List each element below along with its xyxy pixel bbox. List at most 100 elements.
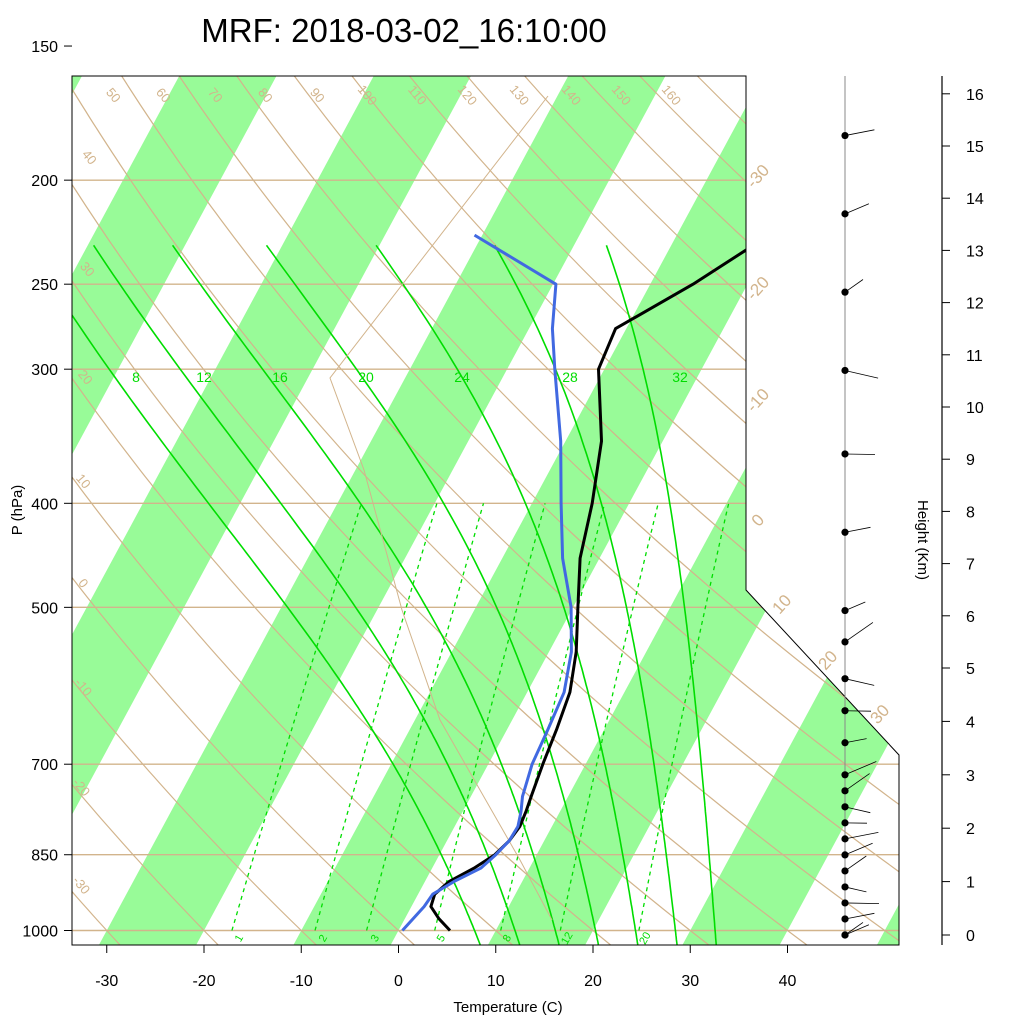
height-tick-label: 8: [966, 504, 975, 521]
x-tick-label: 40: [779, 973, 797, 990]
wind-barb: [844, 855, 867, 872]
height-tick-label: 15: [966, 139, 984, 156]
dry-adiabat-label: 0: [75, 576, 91, 591]
wind-barb: [844, 526, 871, 533]
mixing-ratio-line: [559, 503, 659, 931]
x-tick-label: 20: [584, 973, 602, 990]
wind-barb: [844, 761, 877, 776]
dry-adiabat: [72, 76, 219, 945]
height-tick-label: 9: [966, 452, 975, 469]
wind-profile-column: [841, 76, 880, 939]
height-tick-label: 11: [966, 348, 983, 365]
moist-adiabat: [375, 244, 640, 945]
p-tick-label: 700: [31, 757, 58, 774]
moist-adiabat: [265, 244, 601, 945]
mixing-ratio-label: 12: [559, 930, 576, 947]
dry-adiabat: [580, 76, 899, 945]
dry-adiabat-label: 40: [79, 147, 100, 168]
wind-barb: [844, 370, 879, 379]
wind-barb: [844, 886, 867, 893]
isotherm-band: [72, 76, 277, 945]
wind-barb: [844, 912, 875, 920]
x-tick-label: 10: [487, 973, 505, 990]
wind-barb: [844, 922, 864, 936]
dry-adiabat: [72, 76, 415, 945]
x-tick-label: -10: [290, 973, 313, 990]
p-tick-label: 1000: [22, 924, 58, 941]
wind-level-dot: [841, 787, 849, 795]
x-axis: -30 -20 -10 0 10 20 30 40: [95, 945, 797, 990]
height-tick-label: 14: [966, 191, 984, 208]
moist-adiabat-label: 20: [358, 369, 374, 385]
mixing-ratio-label: 8: [501, 933, 514, 944]
height-tick-label: 5: [966, 661, 975, 678]
p-tick-label: 400: [31, 496, 58, 513]
dry-adiabat: [868, 76, 899, 945]
isotherm-band: [682, 76, 899, 945]
moist-adiabat-label: 24: [454, 369, 470, 385]
wind-barb: [844, 453, 876, 455]
y-axis-title: P (hPa): [9, 485, 26, 536]
p-tick-label: 250: [31, 277, 58, 294]
pressure-axis: 1001502002503004005007008501000: [22, 39, 72, 941]
moist-adiabat-label: 16: [272, 369, 288, 385]
x-tick-label: -30: [95, 973, 118, 990]
wind-barb: [844, 738, 867, 744]
mixing-ratio-label: 5: [435, 933, 448, 944]
wind-barb: [844, 924, 870, 936]
mixing-ratio-line: [500, 503, 606, 931]
mixing-ratio-line: [638, 503, 730, 931]
wind-level-dot: [841, 771, 849, 779]
skewed-isotherm-label: 20: [815, 647, 842, 674]
x-tick-label: -20: [192, 973, 215, 990]
wind-level-dot: [841, 867, 849, 875]
moist-adiabat: [72, 244, 485, 945]
wind-barb: [844, 129, 875, 136]
isotherm-band: [98, 76, 666, 945]
series-line: [401, 233, 573, 932]
moist-adiabat: [605, 245, 718, 945]
dry-adiabat: [72, 76, 710, 945]
wind-barb: [844, 678, 875, 686]
p-tick-label: 500: [31, 600, 58, 617]
dry-adiabat-label: 50: [103, 85, 124, 106]
dry-adiabat: [72, 76, 808, 945]
mixing-ratio-line: [365, 503, 485, 931]
moist-adiabat: [493, 244, 679, 945]
dry-adiabat-label: 90: [307, 85, 328, 106]
height-tick-label: 13: [966, 243, 984, 260]
dry-adiabat: [178, 76, 899, 945]
mixing-ratio-label: 2: [317, 933, 330, 944]
dry-adiabat: [72, 76, 317, 945]
p-tick-label: 300: [31, 362, 58, 379]
isotherm-bands: [72, 76, 899, 945]
moist-adiabat-label: 8: [132, 369, 140, 385]
height-tick-label: 1: [966, 875, 975, 892]
dry-adiabat: [72, 76, 611, 945]
height-tick-label: 2: [966, 821, 975, 838]
dry-adiabat: [72, 76, 513, 945]
wind-barb: [844, 279, 864, 293]
dry-adiabat-label: 160: [659, 82, 684, 108]
x-axis-title: Temperature (C): [453, 999, 562, 1016]
moist-adiabat: [171, 244, 563, 945]
height-tick-label: 7: [966, 557, 975, 574]
wind-level-dot: [841, 606, 849, 615]
height-tick-label: 4: [966, 714, 975, 731]
dry-adiabat: [235, 76, 899, 945]
dry-adiabat: [120, 76, 899, 945]
skewed-isotherm-label: 10: [769, 591, 796, 618]
mixing-ratio-label: 3: [369, 933, 382, 944]
dry-adiabat-label: 130: [507, 82, 532, 108]
height-tick-label: 10: [966, 400, 984, 417]
wind-barb: [844, 601, 866, 611]
skewed-isotherm-label: -30: [743, 161, 774, 192]
x-tick-label: 0: [394, 973, 403, 990]
wind-barb: [844, 773, 870, 792]
mixing-ratio-line: [314, 503, 438, 931]
wind-barb: [844, 203, 870, 215]
plot-frame: [71, 75, 900, 946]
moist-adiabat: [92, 244, 524, 945]
sounding-profiles: [329, 95, 771, 932]
